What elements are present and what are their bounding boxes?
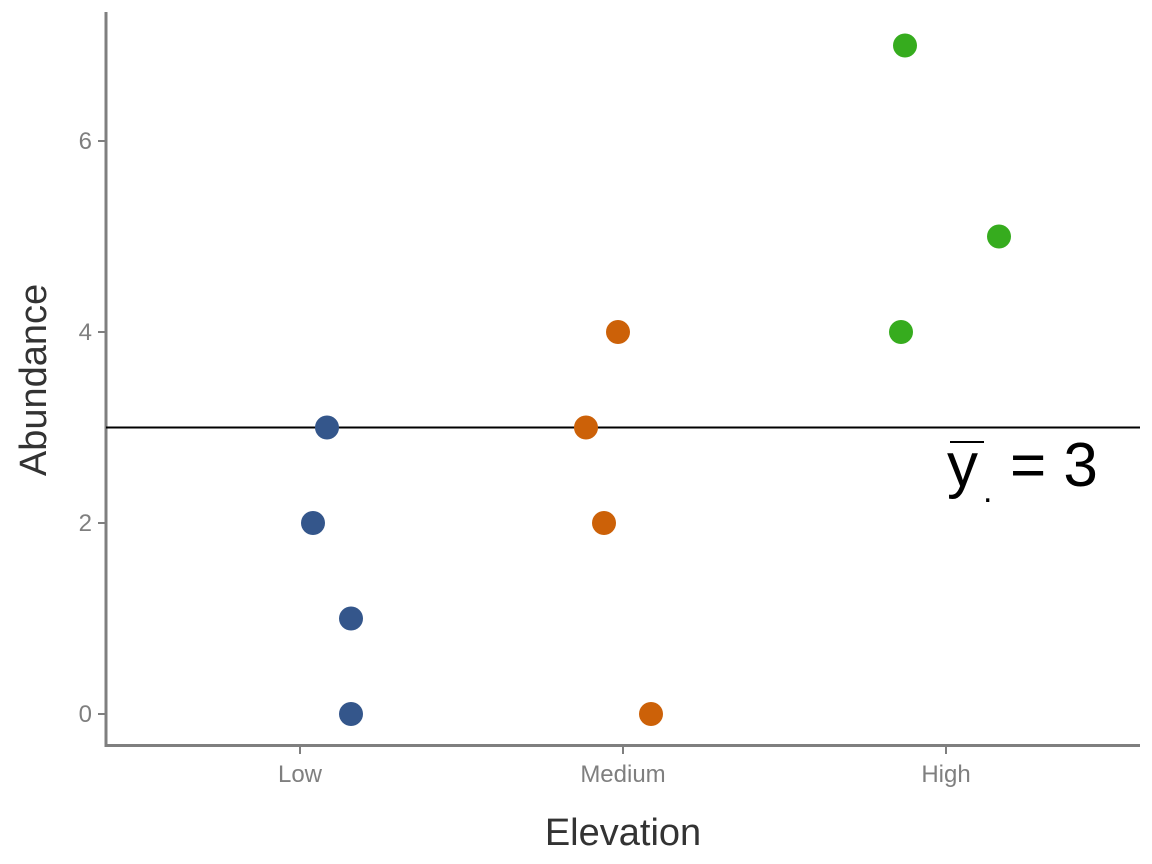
point-high [987,224,1011,249]
y-ticks: 0 2 4 6 [79,128,106,728]
point-high [893,33,917,58]
point-low [339,606,363,631]
point-high [889,320,913,344]
mean-value-text: = 3 [1010,431,1098,500]
y-tick-label: 4 [79,319,92,346]
x-axis-title: Elevation [545,812,701,854]
x-ticks: Low Medium High [278,746,971,788]
x-tick-label-high: High [921,761,970,788]
y-tick-label: 2 [79,510,92,537]
y-tick-label: 6 [79,128,92,155]
y-axis-title: Abundance [13,284,55,476]
data-points [301,33,1011,726]
y-tick-label: 0 [79,701,92,728]
mean-symbol: y [947,431,978,500]
mean-subscript: . [983,472,992,510]
x-tick-label-low: Low [278,761,323,788]
grand-mean-annotation: y . = 3 [947,431,1098,510]
x-tick-label-medium: Medium [580,761,665,788]
point-medium [639,702,663,726]
point-medium [592,511,616,535]
point-low [301,511,325,535]
point-medium [574,415,598,440]
point-low [339,702,363,726]
point-medium [606,320,630,344]
point-low [315,415,339,440]
